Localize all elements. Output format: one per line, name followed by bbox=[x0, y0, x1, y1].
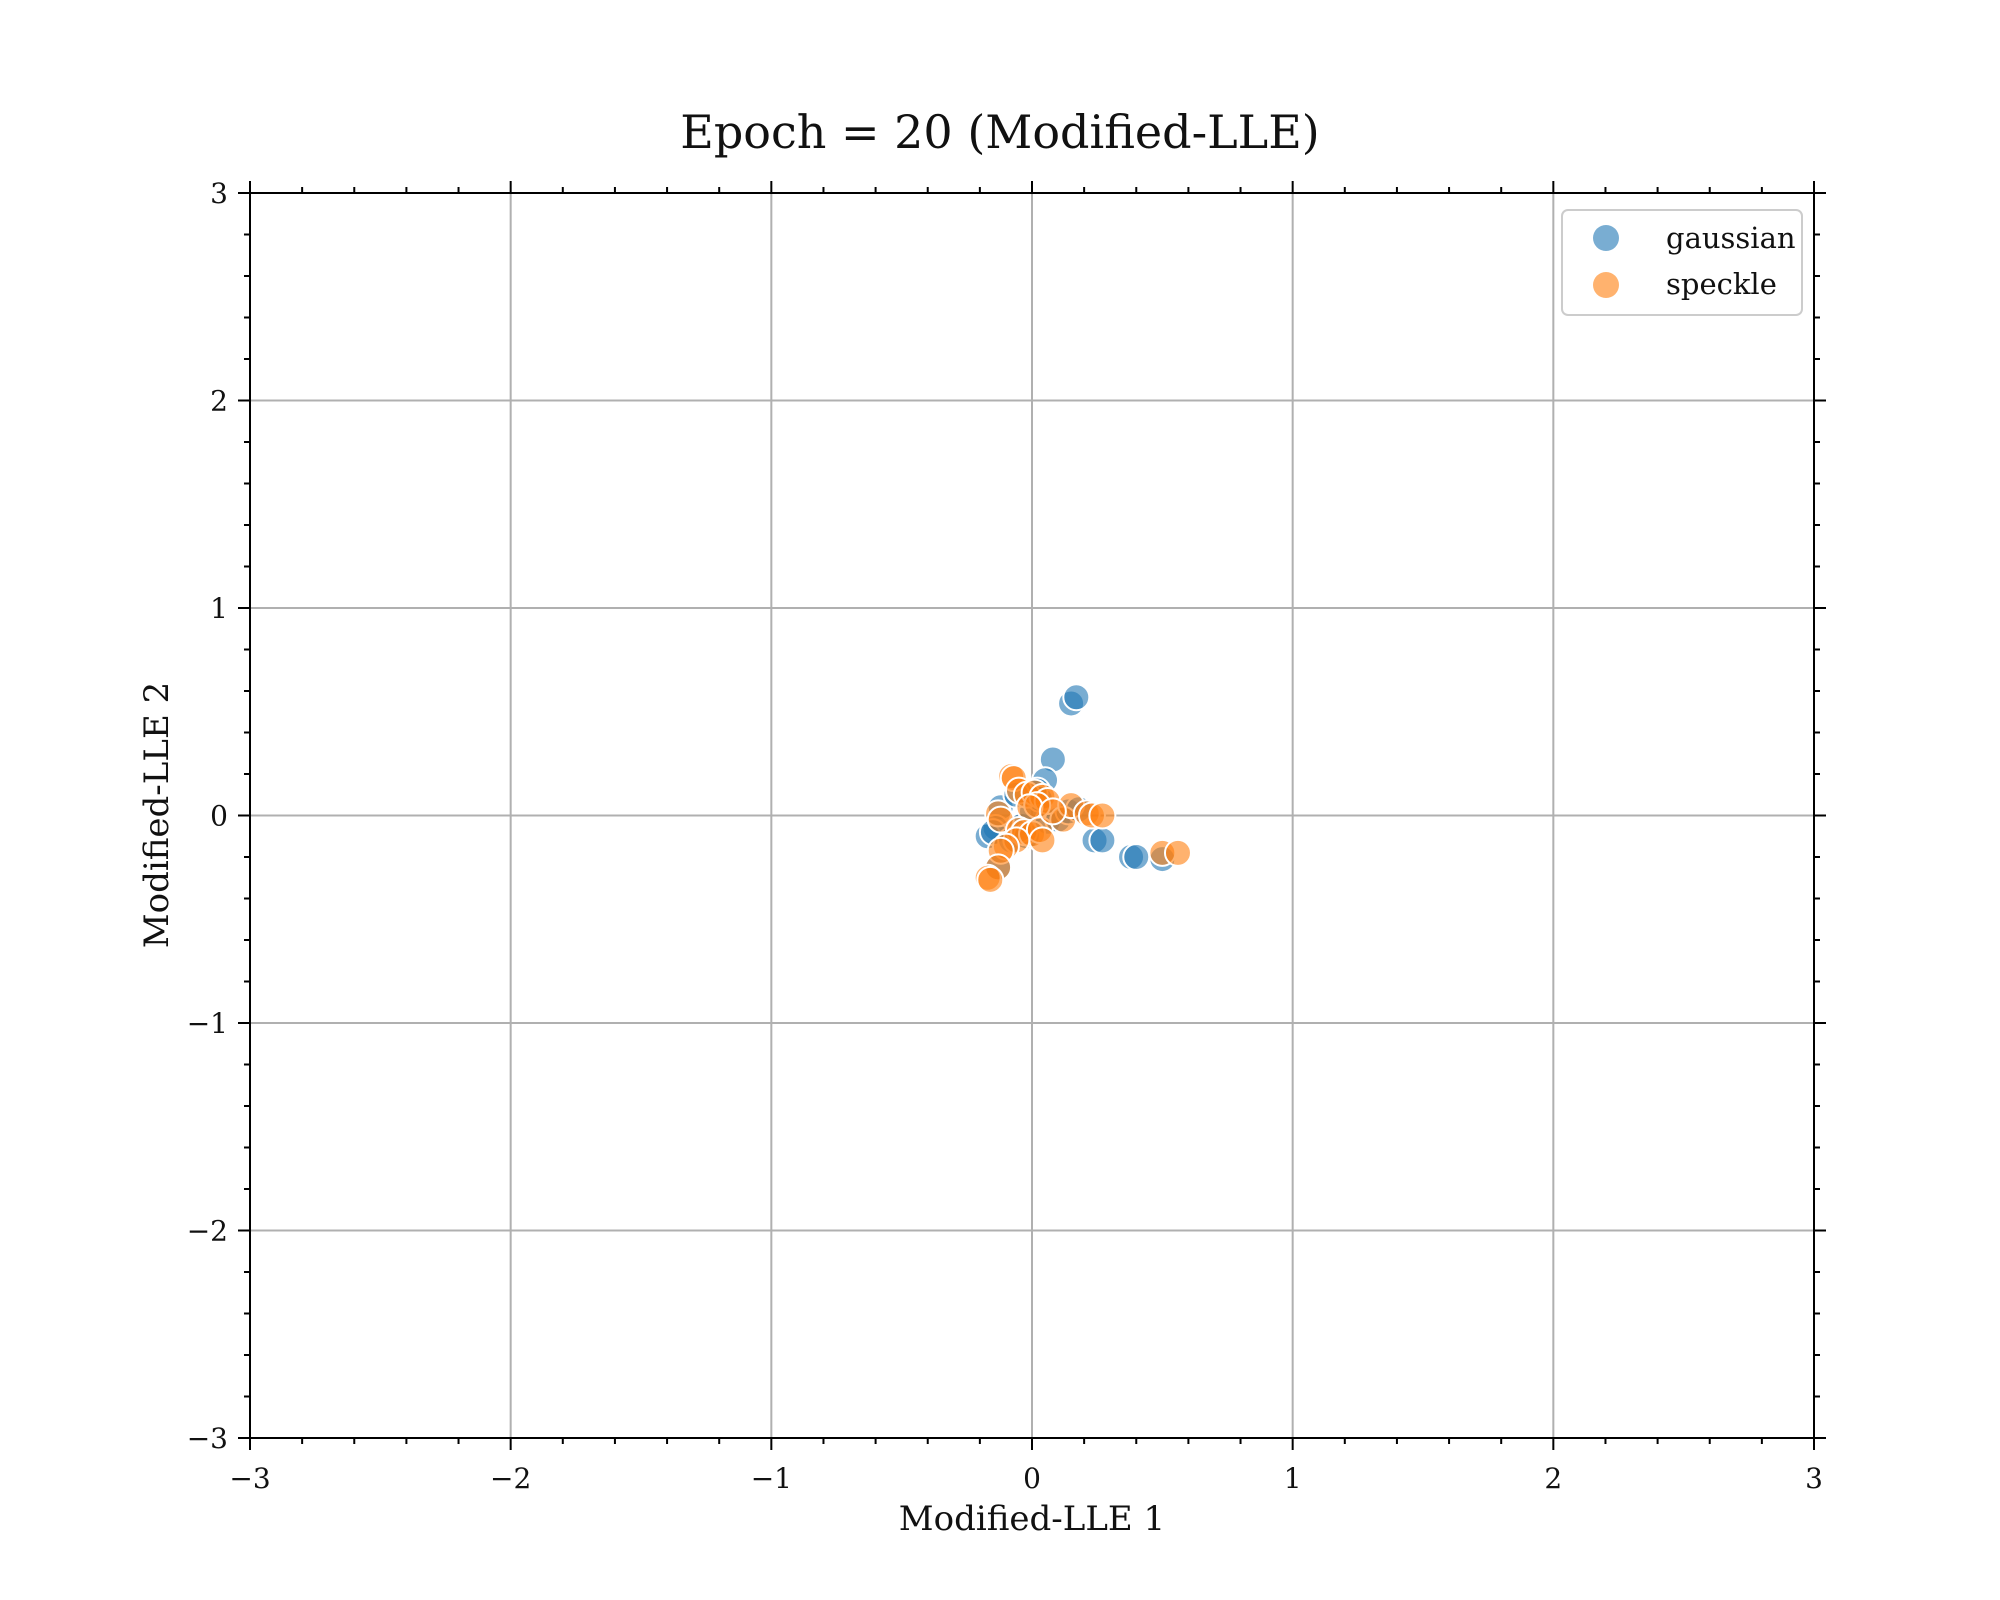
point-gaussian bbox=[1062, 683, 1091, 712]
x-tick-label: −3 bbox=[229, 1462, 270, 1495]
point-speckle bbox=[1163, 838, 1192, 867]
x-tick-label: −1 bbox=[751, 1462, 792, 1495]
axis-ticks bbox=[238, 181, 1826, 1450]
legend-marker-speckle bbox=[1593, 272, 1619, 298]
data-points bbox=[973, 683, 1192, 894]
x-tick-label: 3 bbox=[1805, 1462, 1823, 1495]
chart-title: Epoch = 20 (Modified-LLE) bbox=[680, 105, 1319, 159]
x-tick-label: 0 bbox=[1023, 1462, 1041, 1495]
legend-label-speckle: speckle bbox=[1666, 267, 1777, 301]
y-tick-label: 0 bbox=[210, 800, 228, 833]
y-axis-label: Modified-LLE 2 bbox=[137, 682, 177, 948]
point-speckle bbox=[1088, 801, 1117, 830]
x-tick-label: −2 bbox=[490, 1462, 531, 1495]
point-gaussian bbox=[1088, 826, 1117, 855]
y-tick-label: 1 bbox=[210, 592, 228, 625]
point-speckle bbox=[1038, 797, 1067, 826]
y-tick-label: 3 bbox=[210, 177, 228, 210]
point-speckle bbox=[976, 865, 1005, 894]
legend-marker-gaussian bbox=[1593, 225, 1619, 251]
point-gaussian bbox=[1122, 843, 1151, 871]
y-tick-label: −3 bbox=[187, 1422, 228, 1455]
legend-box bbox=[1561, 209, 1803, 316]
y-tick-label: −1 bbox=[187, 1007, 228, 1040]
y-tick-label: 2 bbox=[210, 385, 228, 418]
legend-label-gaussian: gaussian bbox=[1666, 221, 1796, 255]
x-tick-label: 2 bbox=[1544, 1462, 1562, 1495]
x-axis-label: Modified-LLE 1 bbox=[899, 1499, 1165, 1539]
point-speckle bbox=[1028, 826, 1057, 855]
legend: gaussian speckle bbox=[1561, 209, 1803, 316]
tick-labels: −3 −2 −1 0 1 2 3 −3 −2 −1 0 1 2 3 bbox=[187, 177, 1823, 1495]
x-tick-label: 1 bbox=[1284, 1462, 1302, 1495]
y-tick-label: −2 bbox=[187, 1215, 228, 1248]
